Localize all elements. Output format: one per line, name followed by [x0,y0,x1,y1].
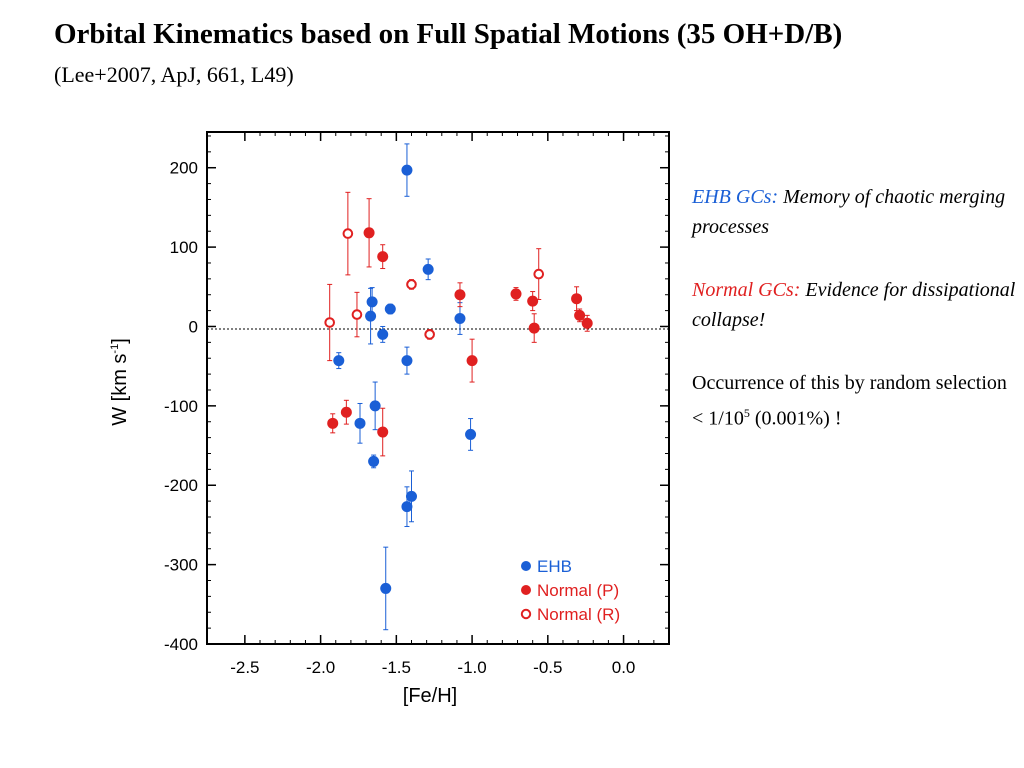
point-normal-p [377,426,389,438]
point-ehb [369,400,381,412]
note-ehb-text: Memory of chaotic merging processes [692,186,1006,238]
slide-subtitle: (Lee+2007, ApJ, 661, L49) [54,62,294,87]
point-normal-p [510,288,522,300]
x-tick-label: -2.5 [230,658,259,677]
point-normal-p [466,355,478,367]
y-tick-label: -300 [164,556,198,575]
point-normal-p [377,251,389,263]
note-normal-text: Evidence for dissipational collapse! [692,279,1016,331]
y-tick-label: 200 [170,159,198,178]
point-normal-r [406,279,417,290]
plot-frame [206,131,670,645]
point-normal-p [571,293,583,305]
point-normal-p [528,322,540,334]
point-ehb [354,417,366,429]
point-normal-p [527,295,539,307]
y-tick-label: 0 [189,317,198,336]
point-normal-p [454,289,466,301]
x-tick-label: -1.5 [382,658,411,677]
y-tick-label: 100 [170,238,198,257]
point-ehb [380,582,392,594]
y-axis-label: W [km s-1] [109,338,131,426]
x-tick-label: 0.0 [612,658,636,677]
y-tick-label: -100 [164,397,198,416]
notes-panel: EHB GCs: Memory of chaotic merging proce… [692,182,1017,467]
legend-marker-ehb [521,561,531,571]
x-tick-label: -0.5 [533,658,562,677]
point-ehb [401,355,413,367]
point-ehb [384,303,396,315]
y-tick-label: -400 [164,635,198,654]
point-normal-r [342,228,354,239]
point-normal-p [574,309,586,321]
x-tick-label: -2.0 [306,658,335,677]
note-normal: Normal GCs: Evidence for dissipational c… [692,275,1017,335]
note-ehb-label: EHB GCs: [692,186,779,208]
data-points [324,164,593,594]
point-ehb [377,328,389,340]
point-normal-p [327,417,339,429]
legend-label-normal-r: Normal (R) [537,605,620,624]
note-occurrence-sup: 5 [743,406,750,420]
point-normal-r [533,268,545,280]
point-normal-p [363,227,375,239]
legend-marker-normal-p [521,585,531,595]
y-axis-label-sup: -1 [109,344,121,354]
point-ehb [422,263,434,275]
point-normal-r [324,317,335,328]
y-tick-label: -200 [164,476,198,495]
point-ehb [365,310,377,322]
legend-marker-normal-r [520,608,532,620]
legend-label-normal-p: Normal (P) [537,581,619,600]
note-occurrence-pre: Occurrence of this by random selection <… [692,372,1007,430]
note-ehb: EHB GCs: Memory of chaotic merging proce… [692,182,1017,242]
axis-ticks: -2.5 -2.0 -1.5 -1.0 -0.5 0.0 200 100 0 -100 -200 -3… [164,132,669,677]
legend: EHB Normal (P) Normal (R) [520,557,620,624]
point-ehb [401,164,413,176]
x-axis-label: [Fe/H] [403,685,457,707]
note-occurrence: Occurrence of this by random selection <… [692,368,1017,434]
point-ehb [333,355,345,367]
point-ehb [454,313,466,325]
point-normal-p [340,406,352,418]
point-ehb [465,428,477,440]
slide-title: Orbital Kinematics based on Full Spatial… [54,18,843,50]
point-normal-r [424,329,435,340]
note-occurrence-post: (0.001%) ! [749,407,842,430]
point-ehb [405,490,417,502]
point-ehb [368,455,380,467]
point-normal-p [581,317,593,329]
x-tick-label: -1.0 [457,658,486,677]
point-ehb [401,501,413,513]
note-normal-label: Normal GCs: [692,279,801,301]
point-ehb [366,296,378,308]
point-normal-r [351,309,363,320]
legend-label-ehb: EHB [537,557,572,576]
